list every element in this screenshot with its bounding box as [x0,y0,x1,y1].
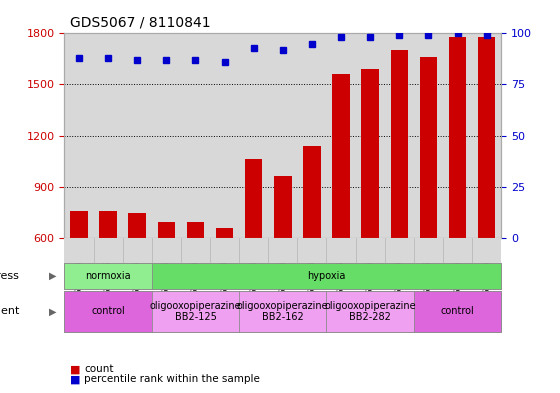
Bar [245,160,263,238]
Bar [419,57,437,238]
Text: percentile rank within the sample: percentile rank within the sample [84,374,260,384]
Text: ▶: ▶ [49,271,56,281]
Bar [99,211,117,238]
Bar [303,146,321,238]
Bar [478,37,496,238]
Text: hypoxia: hypoxia [307,271,346,281]
Bar [157,222,175,238]
Bar [390,50,408,238]
Bar [128,213,146,238]
Text: GDS5067 / 8110841: GDS5067 / 8110841 [70,15,211,29]
Bar [332,74,350,238]
Text: control: control [441,307,474,316]
Text: oligooxopiperazine
BB2-162: oligooxopiperazine BB2-162 [237,301,329,322]
Text: count: count [84,364,114,375]
Text: oligooxopiperazine
BB2-282: oligooxopiperazine BB2-282 [324,301,416,322]
Bar [361,69,379,238]
Text: stress: stress [0,271,20,281]
Text: oligooxopiperazine
BB2-125: oligooxopiperazine BB2-125 [150,301,241,322]
Text: agent: agent [0,307,20,316]
Bar [70,211,88,238]
Text: ▶: ▶ [49,307,56,316]
Bar [274,176,292,238]
Text: normoxia: normoxia [85,271,131,281]
Bar [449,37,466,238]
Bar [186,222,204,238]
Text: ■: ■ [70,364,81,375]
Text: control: control [91,307,125,316]
Text: ■: ■ [70,374,81,384]
Bar [216,228,234,238]
